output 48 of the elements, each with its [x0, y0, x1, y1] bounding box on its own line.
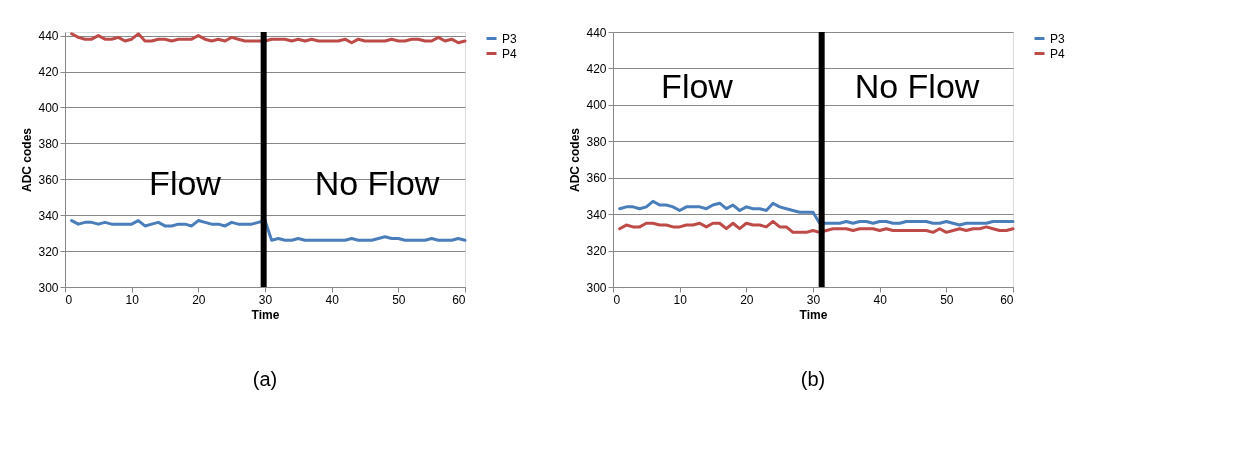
annotation: Flow — [149, 164, 222, 202]
y-tick-label: 420 — [586, 61, 607, 76]
x-tick-label: 20 — [192, 292, 206, 307]
x-tick-label: 10 — [125, 292, 140, 307]
x-axis-title: Time — [799, 307, 828, 322]
y-tick-label: 320 — [38, 244, 59, 259]
text: (a) — [252, 368, 278, 390]
line-series — [70, 219, 467, 242]
y-axis-title: ADC codes — [568, 127, 583, 193]
y-tick-label: 360 — [38, 172, 59, 187]
y-tick-label: 340 — [38, 208, 59, 223]
line-series — [618, 219, 1015, 234]
legend-label: P3 — [502, 31, 517, 46]
x-tick-label: 50 — [392, 292, 406, 307]
y-tick-label: 340 — [586, 207, 607, 222]
annotation: No Flow — [854, 67, 980, 106]
annotation: Flow — [661, 67, 734, 106]
y-tick-label: 380 — [38, 136, 59, 151]
line-series — [618, 199, 1015, 227]
y-axis-title: ADC codes — [20, 127, 35, 193]
line-series — [70, 32, 467, 45]
x-tick-label: 60 — [452, 292, 466, 307]
y-tick-label: 360 — [586, 171, 607, 186]
x-tick-label: 40 — [325, 292, 340, 307]
annotation: No Flow — [314, 164, 440, 202]
y-tick-label: 400 — [38, 100, 59, 115]
x-tick-label: 20 — [740, 292, 754, 307]
y-tick-label: 300 — [38, 280, 59, 295]
y-tick-label: 320 — [586, 244, 607, 259]
legend-label: P4 — [1050, 46, 1065, 61]
x-axis-title: Time — [251, 307, 280, 322]
x-tick-label: 30 — [806, 292, 821, 307]
x-tick-label: 10 — [673, 292, 688, 307]
legend-label: P4 — [502, 46, 517, 61]
y-tick-label: 300 — [586, 280, 607, 295]
x-tick-label: 0 — [65, 292, 73, 307]
x-tick-label: 0 — [613, 292, 621, 307]
y-tick-label: 380 — [586, 134, 607, 149]
legend-label: P3 — [1050, 31, 1065, 46]
x-tick-label: 30 — [258, 292, 273, 307]
text: (b) — [800, 368, 826, 390]
y-tick-label: 440 — [586, 25, 607, 40]
y-tick-label: 420 — [38, 65, 59, 80]
y-tick-label: 400 — [586, 98, 607, 113]
x-tick-label: 60 — [1000, 292, 1014, 307]
x-tick-label: 50 — [940, 292, 954, 307]
y-tick-label: 440 — [38, 29, 59, 44]
x-tick-label: 40 — [873, 292, 888, 307]
